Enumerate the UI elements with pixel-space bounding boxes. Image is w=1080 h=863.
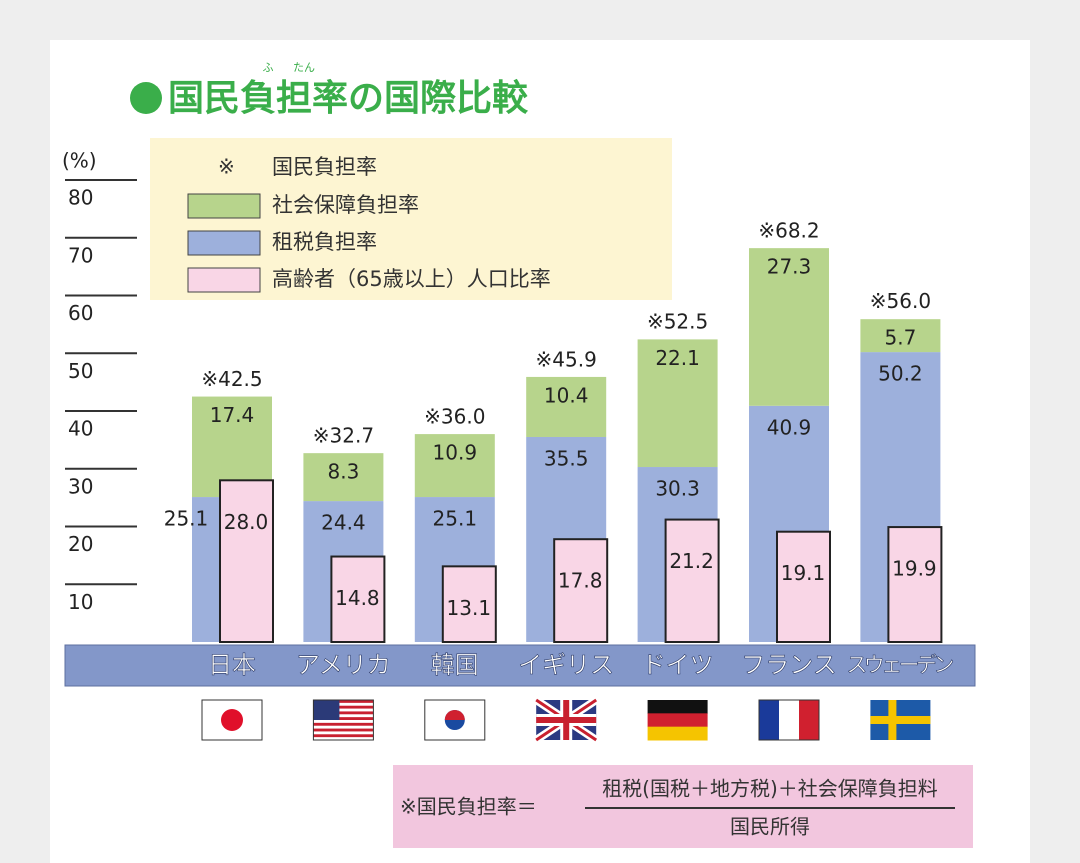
- total-label: ※52.5: [647, 309, 708, 333]
- total-label: ※45.9: [536, 347, 597, 371]
- y-tick-label: 80: [68, 186, 93, 210]
- value-label: 8.3: [327, 460, 359, 484]
- total-label: ※68.2: [758, 219, 819, 243]
- value-label: 40.9: [767, 415, 812, 439]
- y-tick-label: 50: [68, 359, 93, 383]
- flag-part: [312, 699, 374, 741]
- value-label: 50.2: [878, 362, 923, 386]
- bar-elderly: [219, 479, 274, 643]
- flag-part: [313, 700, 340, 720]
- bar-social: [414, 434, 495, 498]
- legend-swatch: [187, 230, 261, 256]
- value-label: 35.5: [544, 446, 589, 470]
- bar-social: [860, 319, 941, 353]
- value-label: 17.8: [558, 569, 603, 593]
- value-label: 19.1: [781, 561, 826, 585]
- value-label: 28.0: [224, 510, 269, 534]
- value-label: 27.3: [767, 255, 812, 279]
- chart-title: 国民負担率の国際比較: [168, 78, 529, 119]
- x-tick-label: ドイツ: [642, 651, 714, 679]
- flag-part: [647, 726, 708, 741]
- x-tick-label: 韓国: [431, 651, 479, 679]
- y-unit: (%): [62, 149, 97, 173]
- bar-social: [526, 376, 607, 437]
- total-label: ※36.0: [424, 405, 485, 429]
- value-label: 13.1: [447, 596, 492, 620]
- flag-part: [221, 709, 243, 731]
- value-label: 5.7: [884, 326, 916, 350]
- note-numerator: 租税(国税＋地方税)＋社会保障負担料: [602, 777, 938, 801]
- value-label: 17.4: [210, 403, 255, 427]
- flag-part: [647, 713, 708, 728]
- flag-part: [313, 722, 374, 726]
- y-tick-label: 30: [68, 474, 93, 498]
- value-label: 24.4: [321, 511, 366, 535]
- bar-elderly: [441, 565, 497, 643]
- value-label: 30.3: [655, 477, 700, 501]
- flag-part: [870, 716, 931, 724]
- legend-swatch: [187, 267, 261, 293]
- legend-label: 高齢者（65歳以上）人口比率: [272, 267, 551, 291]
- y-tick-label: 40: [68, 417, 93, 441]
- flag-part: [759, 700, 780, 740]
- legend-label: 社会保障負担率: [272, 193, 419, 217]
- flag-part: [779, 700, 800, 740]
- legend-marker: ※: [218, 155, 235, 179]
- value-label: 25.1: [164, 507, 209, 531]
- value-label: 22.1: [655, 346, 700, 370]
- y-tick-label: 10: [68, 590, 93, 614]
- y-tick-label: 20: [68, 532, 93, 556]
- value-label: 10.9: [433, 441, 478, 465]
- value-label: 14.8: [335, 586, 380, 610]
- flag-part: [647, 700, 708, 714]
- bar-elderly: [553, 538, 609, 644]
- note-label: ※国民負担率＝: [400, 795, 537, 819]
- flag-part: [313, 700, 374, 703]
- flag-part: [313, 711, 374, 715]
- total-label: ※56.0: [870, 289, 931, 313]
- x-tick-label: アメリカ: [296, 651, 391, 679]
- flag-part: [758, 699, 820, 741]
- x-tick-label: 日本: [208, 651, 256, 679]
- x-tick-label: イギリス: [518, 651, 614, 679]
- title-ruby: たん: [293, 61, 315, 74]
- bar-elderly: [664, 518, 720, 644]
- bar-social: [303, 453, 384, 502]
- flag-part: [313, 705, 374, 709]
- flag-part: [313, 717, 374, 720]
- flag-part: [444, 710, 465, 720]
- value-label: 21.2: [669, 549, 714, 573]
- total-label: ※32.7: [313, 424, 374, 448]
- x-tick-label: スウェーデン: [846, 653, 954, 677]
- bar-elderly: [330, 555, 386, 644]
- y-tick-label: 70: [68, 243, 93, 267]
- x-tick-label: フランス: [741, 651, 837, 679]
- bar-social: [749, 248, 829, 406]
- bar-social: [637, 339, 718, 468]
- legend-label: 租税負担率: [272, 230, 377, 254]
- legend-swatch: [187, 193, 261, 219]
- flag-part: [536, 700, 597, 740]
- category-band: [64, 644, 976, 687]
- note-box: [393, 765, 973, 848]
- flag-part: [313, 728, 374, 732]
- note-denominator: 国民所得: [730, 815, 810, 839]
- flag-part: [799, 700, 820, 740]
- total-label: ※42.5: [201, 367, 262, 391]
- legend-label: 国民負担率: [272, 155, 377, 179]
- value-label: 10.4: [544, 383, 589, 407]
- title-ruby: ふ: [263, 61, 274, 74]
- title-bullet: [130, 82, 162, 114]
- flag-part: [313, 734, 374, 738]
- bar-elderly: [776, 530, 831, 644]
- y-tick-label: 60: [68, 301, 93, 325]
- value-label: 19.9: [892, 557, 937, 581]
- bar-elderly: [887, 526, 943, 644]
- value-label: 25.1: [433, 507, 478, 531]
